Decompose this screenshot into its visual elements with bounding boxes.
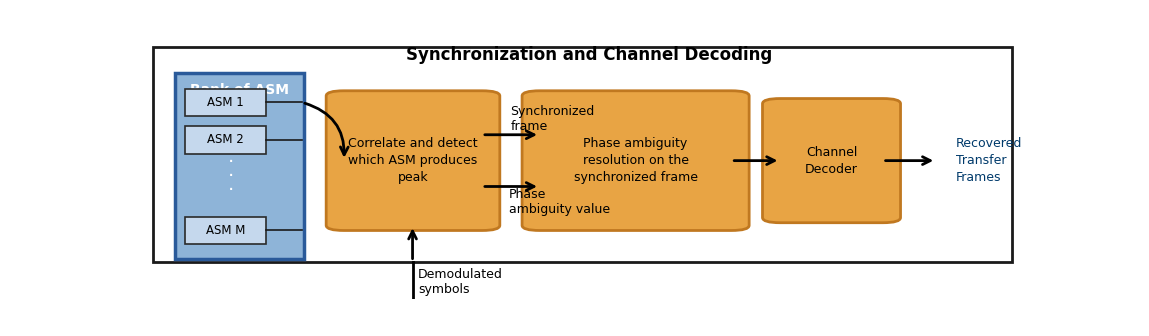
FancyBboxPatch shape [522,91,749,230]
Text: ASM 1: ASM 1 [207,96,244,109]
Text: .: . [228,161,234,180]
FancyBboxPatch shape [185,217,265,244]
Text: ASM M: ASM M [206,224,245,237]
Text: Synchronized
frame: Synchronized frame [510,105,595,133]
FancyBboxPatch shape [175,73,303,259]
Text: ASM 2: ASM 2 [207,133,244,146]
Text: Channel
Decoder: Channel Decoder [805,145,858,176]
Text: Recovered
Transfer
Frames: Recovered Transfer Frames [956,137,1023,184]
Text: Synchronization and Channel Decoding: Synchronization and Channel Decoding [406,46,772,64]
FancyBboxPatch shape [185,126,265,154]
Text: Bank of ASM: Bank of ASM [190,83,288,97]
Text: Correlate and detect
which ASM produces
peak: Correlate and detect which ASM produces … [348,137,478,184]
Text: Phase ambiguity
resolution on the
synchronized frame: Phase ambiguity resolution on the synchr… [573,137,697,184]
FancyBboxPatch shape [185,89,265,116]
FancyBboxPatch shape [326,91,500,230]
Text: .: . [228,147,234,166]
FancyBboxPatch shape [763,98,901,223]
Text: .: . [228,175,234,194]
Text: Phase
ambiguity value: Phase ambiguity value [509,188,610,216]
Text: Demodulated
symbols: Demodulated symbols [418,268,503,296]
